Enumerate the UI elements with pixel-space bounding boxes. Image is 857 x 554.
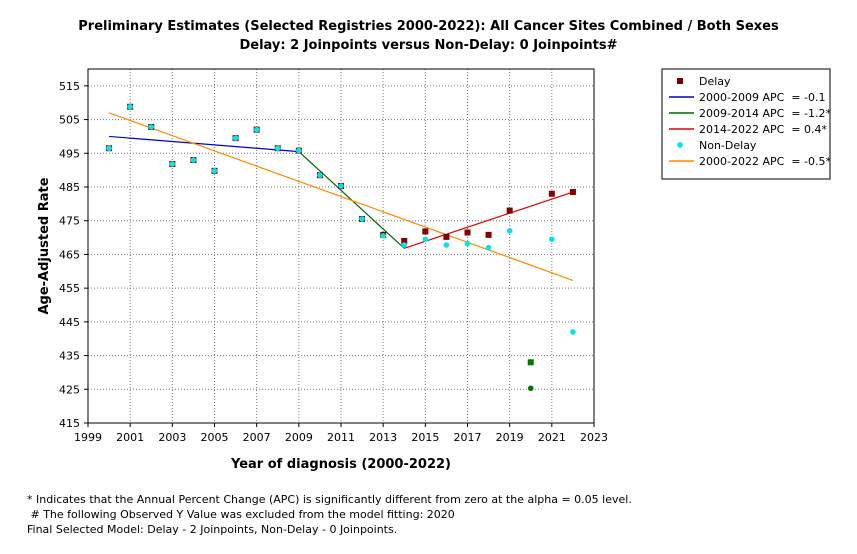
non-delay-point (506, 228, 513, 234)
legend-label: 2009-2014 APC = -1.2* (699, 107, 831, 120)
y-tick-label: 495 (59, 147, 80, 160)
non-delay-point (338, 183, 344, 189)
delay-point (443, 233, 450, 240)
legend-label: 2000-2022 APC = -0.5* (699, 155, 831, 168)
x-tick-label: 1999 (74, 431, 102, 444)
non-delay-point (527, 385, 534, 392)
footnote-excluded: # The following Observed Y Value was exc… (27, 508, 455, 521)
trend-line (404, 191, 574, 249)
non-delay-point (106, 145, 112, 152)
trend-line (109, 135, 299, 153)
non-delay-point (401, 242, 408, 248)
x-tick-label: 2005 (201, 431, 229, 444)
legend-marker-circle (677, 142, 683, 148)
trend-lines (108, 112, 574, 281)
non-delay-point (464, 240, 471, 247)
x-tick-label: 2015 (411, 431, 439, 444)
delay-point (401, 237, 408, 244)
x-tick-label: 2009 (285, 431, 313, 444)
delay-point (527, 359, 534, 366)
non-delay-point (570, 329, 576, 335)
x-axis-label: Year of diagnosis (2000-2022) (230, 457, 451, 472)
non-delay-point (148, 124, 155, 130)
chart-subtitle: Delay: 2 Joinpoints versus Non-Delay: 0 … (239, 38, 618, 53)
y-tick-label: 415 (59, 417, 80, 430)
y-tick-label: 515 (59, 80, 80, 93)
y-tick-label: 505 (59, 114, 80, 127)
legend: Delay 2000-2009 APC = -0.1 2009-2014 APC =… (661, 68, 831, 180)
footnote-model: Final Selected Model: Delay - 2 Joinpoin… (27, 523, 398, 536)
non-delay-point (127, 103, 133, 110)
legend-label: Non-Delay (699, 139, 757, 152)
non-delay-point (443, 242, 450, 248)
delay-point (569, 189, 576, 196)
y-tick-label: 455 (59, 282, 80, 295)
non-delay-point (190, 157, 197, 163)
delay-point (422, 228, 429, 235)
non-delay-point (253, 126, 260, 133)
delay-point (485, 231, 492, 238)
x-tick-label: 2019 (496, 431, 524, 444)
y-axis-label: Age-Adjusted Rate (37, 177, 52, 314)
y-tick-label: 475 (59, 215, 80, 228)
y-tick-label: 425 (59, 383, 80, 396)
y-axis: 415 425 435 445 455 465 475 485 495 505 515 (59, 80, 88, 430)
legend-label: 2000-2009 APC = -0.1 (699, 91, 825, 104)
non-delay-point (485, 244, 492, 251)
data-points (106, 103, 576, 392)
x-tick-label: 2021 (538, 431, 566, 444)
non-delay-point (232, 135, 239, 141)
non-delay-point (422, 236, 429, 243)
y-tick-label: 465 (59, 248, 80, 261)
legend-marker-square (677, 78, 683, 84)
y-tick-label: 485 (59, 181, 80, 194)
delay-point (464, 229, 471, 236)
legend-label: 2014-2022 APC = 0.4* (699, 123, 827, 136)
x-tick-label: 2011 (327, 431, 355, 444)
x-tick-label: 2017 (454, 431, 482, 444)
x-tick-label: 2001 (116, 431, 144, 444)
chart-title: Preliminary Estimates (Selected Registri… (78, 19, 779, 34)
non-delay-point (359, 216, 365, 222)
y-tick-label: 435 (59, 350, 80, 363)
x-tick-label: 2013 (369, 431, 397, 444)
non-delay-point (211, 168, 218, 174)
non-delay-point (549, 236, 555, 243)
x-tick-label: 2023 (580, 431, 608, 444)
trend-line (108, 112, 574, 281)
x-axis: 1999 2001 2003 2005 2007 2009 2011 2013 2015 2017… (74, 423, 608, 444)
y-tick-label: 445 (59, 316, 80, 329)
x-tick-label: 2003 (158, 431, 186, 444)
delay-point (506, 207, 513, 214)
grid-lines (87, 69, 595, 424)
legend-label: Delay (699, 75, 731, 88)
non-delay-point (317, 172, 323, 178)
x-tick-label: 2007 (243, 431, 271, 444)
non-delay-point (169, 161, 176, 167)
non-delay-point (296, 147, 302, 154)
non-delay-point (380, 233, 386, 239)
non-delay-point (274, 145, 281, 152)
delay-point (548, 190, 555, 197)
footnote-significance: * Indicates that the Annual Percent Chan… (27, 493, 632, 506)
